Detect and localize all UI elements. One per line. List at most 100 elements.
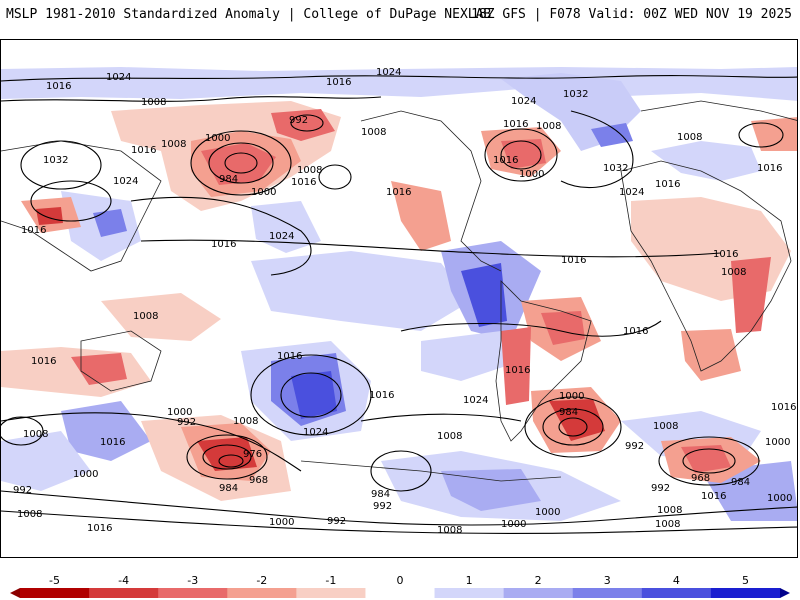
isobar-spac-1016 [250,354,372,436]
isobar-labels: 1024 1016 1024 1016 1008 1024 1032 1008 … [13,67,796,536]
isobar-label: 992 [13,485,32,496]
isobar-label: 1016 [277,351,302,362]
isobar-label: 1016 [386,187,411,198]
isobar-label: 992 [373,501,392,512]
south-america-coast [495,280,592,442]
colorbar-swatch [710,588,781,598]
isobar-tasman-968 [218,454,244,468]
central-asia-core [36,207,63,225]
sepac-anomaly [421,331,521,381]
isobar-1008-south [1,412,302,472]
colorbar-swatch [503,588,574,598]
isobar-label: 992 [327,516,346,527]
anomaly-map[interactable]: 1024 1016 1024 1016 1008 1024 1032 1008 … [0,39,798,558]
southern-africa-anomaly [681,329,741,381]
isobar-label: 1008 [161,139,186,150]
isobar-label: 1000 [535,507,560,518]
newfoundland-low-core [501,139,546,169]
isobar-label: 1016 [87,523,112,534]
china-high-core [93,209,127,237]
isobar-label: 1000 [559,391,584,402]
isobar-1016-npac [130,196,312,276]
isobar-1000-circumpolar [1,490,797,526]
isobar-1032-labrador [560,110,634,189]
isobar-label: 1000 [167,407,192,418]
colorbar-tick-label: -2 [256,574,268,587]
map-header: MSLP 1981-2010 Standardized Anomaly | Co… [0,0,800,30]
west-edge-anomaly [1,431,91,491]
isobar-newfoundland-1008 [484,128,558,182]
labrador-high-core [591,123,633,147]
isobar-label: 1016 [21,225,46,236]
east-africa-core [731,257,771,333]
colorbar-tick-label: 1 [465,574,473,587]
isobar-label: 1008 [657,505,682,516]
coastlines [1,100,797,482]
isobar-label: 1024 [511,96,536,107]
south-indian-low-core [681,445,731,473]
colorbar-swatch [227,588,297,598]
isobar-label: 992 [625,441,644,452]
isobar-label: 1008 [233,416,258,427]
isobar-newfoundland-1000 [500,140,542,170]
isobar-satl-984 [558,417,588,437]
isobar-label: 1000 [767,493,792,504]
isobar-1024-sepac [360,413,522,422]
isobar-label: 1008 [655,519,680,530]
colorbar-tick-label: 3 [603,574,611,587]
isobar-label: 984 [559,407,578,418]
isobar-label: 1000 [765,437,790,448]
isobar-satl-1000 [524,396,622,458]
positive-anomaly-shading [1,67,797,521]
indian-ocean-core [71,353,127,385]
isobar-label: 1000 [251,187,276,198]
antarctica-coast [300,460,562,482]
isobar-siberia-992 [290,114,324,132]
colorbar-swatches [20,588,781,598]
isobar-label: 1008 [141,97,166,108]
isobar-label: 1016 [713,249,738,260]
colorbar-tick-label: -1 [325,574,337,587]
isobar-label: 1032 [563,89,588,100]
africa-coast [620,160,792,372]
isobar-label: 1024 [376,67,401,78]
isobar-label: 1000 [501,519,526,530]
isobar-label: 1008 [23,429,48,440]
andes-anomaly [501,327,531,405]
australia-coast [80,330,162,392]
isobar-label: 1024 [113,176,138,187]
isobar-label: 1024 [619,187,644,198]
isobar-label: 1032 [603,163,628,174]
colorbar-swatch [641,588,712,598]
isobar-bering-984 [224,152,258,174]
isobar-label: 1032 [43,155,68,166]
isobar-1024-arctic [1,75,797,82]
colorbar-swatch [89,588,159,598]
isobars [1,75,797,534]
isobar-label: 1008 [361,127,386,138]
isobar-label: 976 [243,449,262,460]
isobar-label: 1008 [653,421,678,432]
colorbar-right-arrow [780,588,790,598]
model-run-label: 18Z GFS | F078 Valid: 00Z WED NOV 19 202… [471,7,792,22]
isobar-label: 1016 [46,81,71,92]
siberian-low-core [271,109,335,141]
indian-high-anomaly [61,401,151,461]
isobar-label: 1008 [437,525,462,536]
europe-high-anomaly [651,141,761,181]
isobar-1000-west [1,416,44,446]
anomaly-colorbar [10,588,790,598]
isobar-label: 968 [691,473,710,484]
isobar-label: 1008 [17,509,42,520]
map-canvas: 1024 1016 1024 1016 1008 1024 1032 1008 … [1,40,797,557]
isobar-label: 1000 [73,469,98,480]
isobar-label: 1024 [106,72,131,83]
negative-anomaly-shading [1,101,797,501]
isobar-label: 1016 [771,402,796,413]
colorbar-tick-label: -3 [187,574,199,587]
isobar-label: 1000 [269,517,294,528]
isobar-tasman-976 [202,444,252,470]
ural-low-anomaly [751,117,797,151]
spac-high-core [291,371,337,419]
isobar-label: 984 [219,174,238,185]
